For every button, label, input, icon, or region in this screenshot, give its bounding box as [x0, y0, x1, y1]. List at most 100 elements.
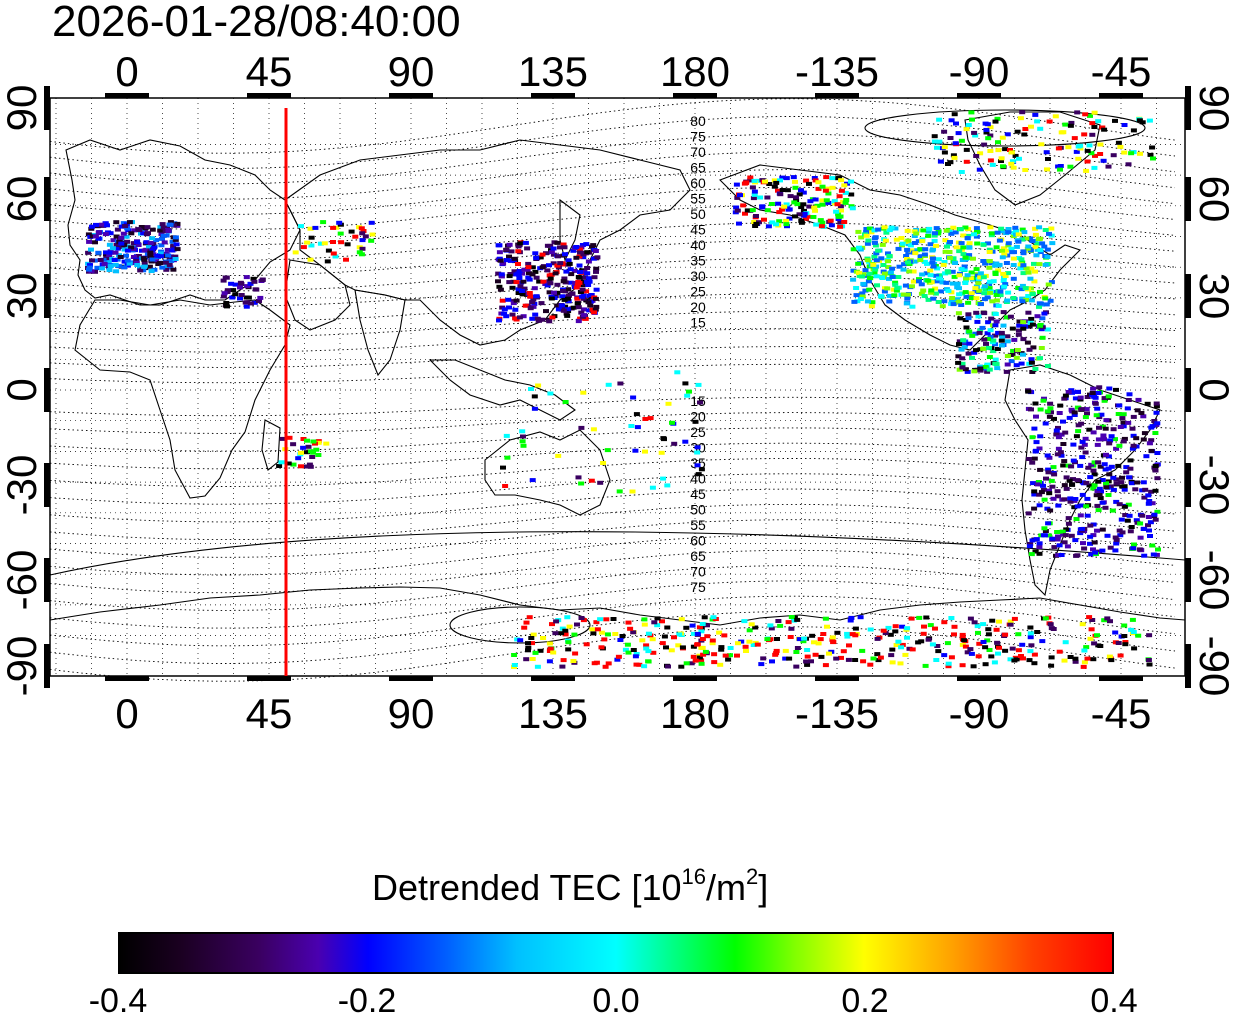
tec-point — [544, 243, 551, 248]
tec-point — [721, 633, 728, 638]
tec-point — [675, 643, 682, 648]
tec-point — [348, 229, 355, 234]
tec-point — [1154, 476, 1161, 481]
tec-point — [1086, 143, 1093, 148]
tec-point — [253, 287, 260, 292]
tec-point — [529, 641, 535, 646]
tec-point — [1081, 132, 1088, 137]
tec-point — [126, 261, 133, 266]
tec-point — [764, 195, 771, 200]
tec-point — [927, 273, 934, 278]
tec-point — [1020, 656, 1026, 661]
tec-point — [290, 442, 297, 447]
tec-point — [961, 638, 968, 643]
tec-point — [1113, 541, 1120, 546]
tec-point — [546, 659, 553, 664]
tec-point — [573, 285, 580, 290]
tec-point — [768, 202, 775, 206]
tec-point — [870, 262, 877, 267]
tec-point — [304, 450, 310, 455]
tec-point — [597, 480, 604, 485]
tec-point — [962, 281, 969, 285]
tec-point — [1037, 236, 1043, 241]
tec-point — [734, 195, 741, 200]
tec-point — [315, 440, 322, 445]
tec-point — [143, 240, 150, 245]
tec-point — [927, 623, 934, 628]
tec-point — [995, 651, 1001, 656]
tec-point — [505, 297, 512, 302]
tec-point — [948, 616, 955, 620]
contour-label: 25 — [690, 424, 706, 440]
tec-point — [993, 293, 1000, 297]
tec-point — [1015, 239, 1022, 244]
tec-point — [587, 303, 594, 308]
tec-point — [1098, 489, 1104, 494]
tec-point — [844, 631, 851, 636]
tec-point — [977, 271, 984, 276]
tec-point — [973, 348, 979, 353]
tec-point — [1084, 496, 1091, 501]
tec-point — [95, 231, 102, 236]
tec-point — [931, 233, 938, 238]
y-tick-right — [1185, 463, 1191, 507]
tec-point — [602, 664, 609, 669]
tec-point — [1001, 252, 1008, 257]
tec-point — [589, 627, 596, 632]
tec-point — [157, 228, 164, 233]
tec-point — [1051, 416, 1057, 421]
tec-point — [238, 293, 245, 297]
tec-point — [567, 267, 574, 272]
tec-point — [511, 269, 518, 274]
tec-point — [862, 288, 869, 293]
tec-point — [1036, 503, 1043, 508]
tec-point — [224, 288, 231, 293]
tec-point — [875, 227, 882, 232]
tec-point — [88, 247, 94, 252]
tec-point — [989, 618, 996, 623]
tec-point — [946, 250, 953, 254]
tec-point — [1005, 271, 1011, 276]
tec-point — [985, 632, 992, 637]
tec-point — [594, 627, 601, 632]
tec-point — [848, 179, 854, 184]
tec-point — [838, 208, 844, 213]
tec-point — [154, 253, 161, 258]
contour-line — [49, 293, 1176, 322]
tec-point — [995, 148, 1002, 153]
tec-point — [961, 344, 968, 349]
tec-point — [1097, 142, 1104, 147]
map-frame — [49, 97, 1186, 677]
tec-point — [972, 289, 979, 294]
tec-point — [953, 245, 960, 250]
tec-point — [109, 246, 116, 251]
colorbar-tick-label: 0.4 — [1090, 982, 1138, 1020]
tec-point — [927, 268, 934, 273]
tec-point — [1037, 356, 1043, 361]
tec-point — [525, 645, 532, 650]
tec-point — [1116, 528, 1123, 533]
tec-point — [560, 242, 567, 247]
tec-point — [500, 261, 507, 266]
tec-point — [904, 635, 910, 640]
tec-point — [337, 231, 344, 236]
tec-point — [519, 429, 526, 434]
tec-point — [307, 464, 314, 469]
tec-point — [559, 294, 566, 299]
tec-point — [89, 234, 96, 239]
tec-point — [912, 241, 918, 245]
tec-point — [1106, 472, 1113, 477]
tec-point — [1019, 237, 1026, 242]
tec-point — [889, 647, 896, 652]
tec-point — [801, 636, 808, 641]
tec-point — [1070, 442, 1077, 447]
tec-point — [897, 661, 904, 666]
tec-point — [825, 200, 832, 205]
tec-point — [1145, 493, 1152, 498]
tec-point — [534, 316, 541, 321]
tec-point — [1089, 132, 1096, 137]
tec-point — [1014, 348, 1021, 352]
tec-point — [974, 229, 980, 234]
tec-point — [1029, 239, 1036, 243]
tec-point — [546, 279, 553, 284]
